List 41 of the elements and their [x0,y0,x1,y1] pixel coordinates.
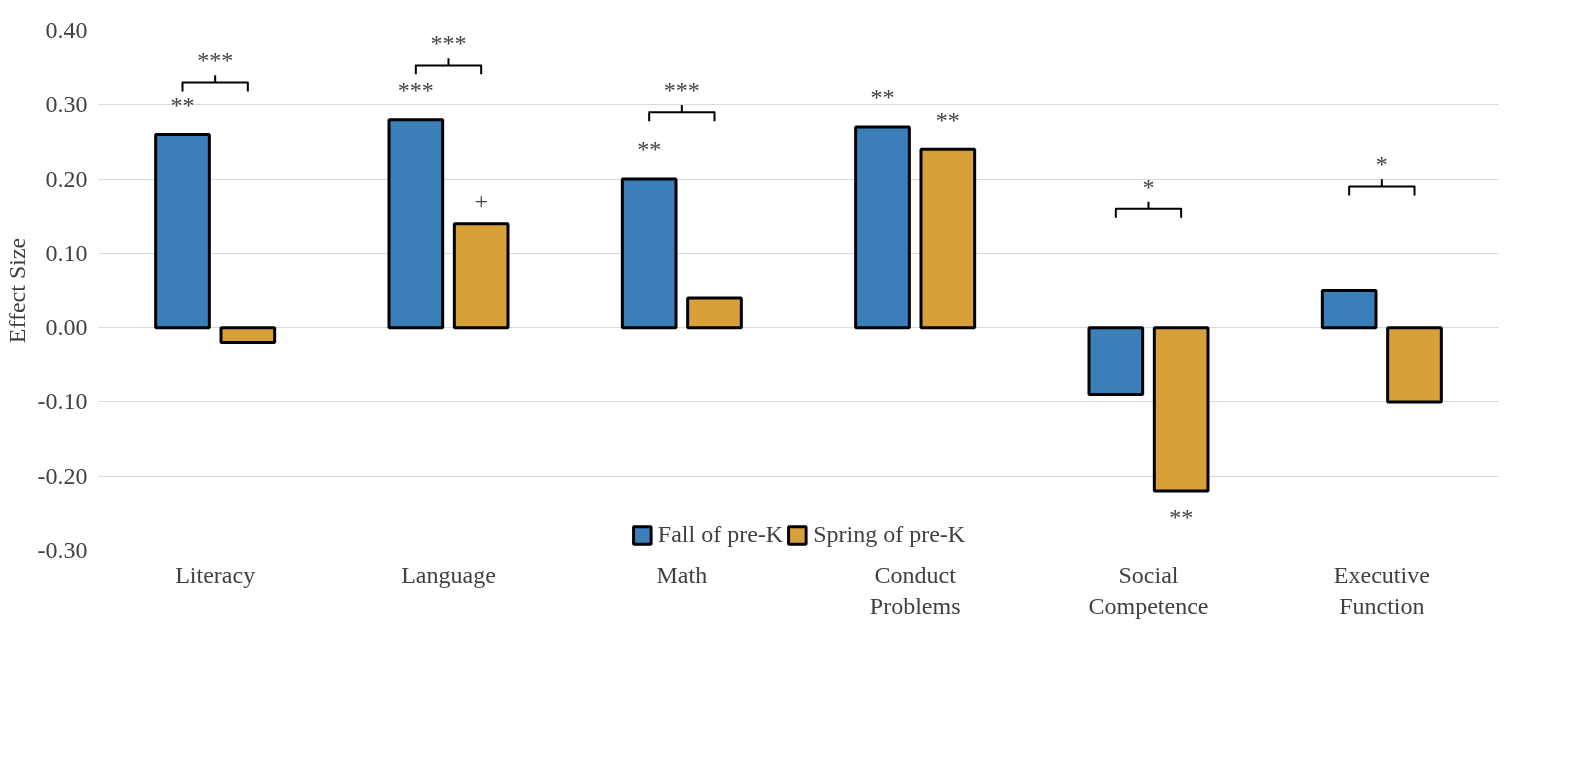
bar [154,133,211,330]
annotation: ** [870,84,895,111]
bar [620,177,678,330]
y-tick-label: 0.30 [45,91,88,118]
bar [452,222,510,330]
bar [1320,289,1378,330]
bar [1087,326,1145,396]
legend-label: Fall of pre-K [657,521,784,548]
annotation: * [1142,173,1155,200]
bar [686,296,743,330]
x-tick-label: Math [656,561,708,588]
y-tick-label: -0.20 [37,462,88,489]
y-tick-label: -0.30 [37,537,88,563]
annotation: *** [397,76,434,103]
annotation: *** [197,47,234,74]
annotation: *** [430,30,467,57]
annotation: + [474,187,488,214]
bar [1386,326,1443,404]
legend-label: Spring of pre-K [813,521,966,548]
y-tick-label: -0.10 [37,388,88,415]
x-tick-label: Language [401,561,496,588]
annotation: ** [1169,504,1194,531]
y-tick-label: 0.00 [45,314,88,341]
y-tick-label: 0.20 [45,165,88,192]
bar [219,326,277,344]
x-tick-label: Executive Function [1333,561,1430,619]
annotation: ** [637,136,662,163]
x-tick-label: Conduct Problems [869,561,961,619]
annotation: ** [935,106,960,133]
x-tick-label: Literacy [175,561,256,588]
bar [919,147,977,330]
annotation: *** [663,76,700,103]
y-tick-label: 0.10 [45,239,88,266]
bar [387,118,445,330]
annotation: ** [170,91,195,118]
y-tick-label: 0.40 [45,17,88,43]
x-tick-label: Social Competence [1088,561,1209,619]
annotation: * [1375,151,1388,178]
y-axis-title: Effect Size [3,237,30,344]
bar [854,125,911,330]
bar [1152,326,1210,493]
